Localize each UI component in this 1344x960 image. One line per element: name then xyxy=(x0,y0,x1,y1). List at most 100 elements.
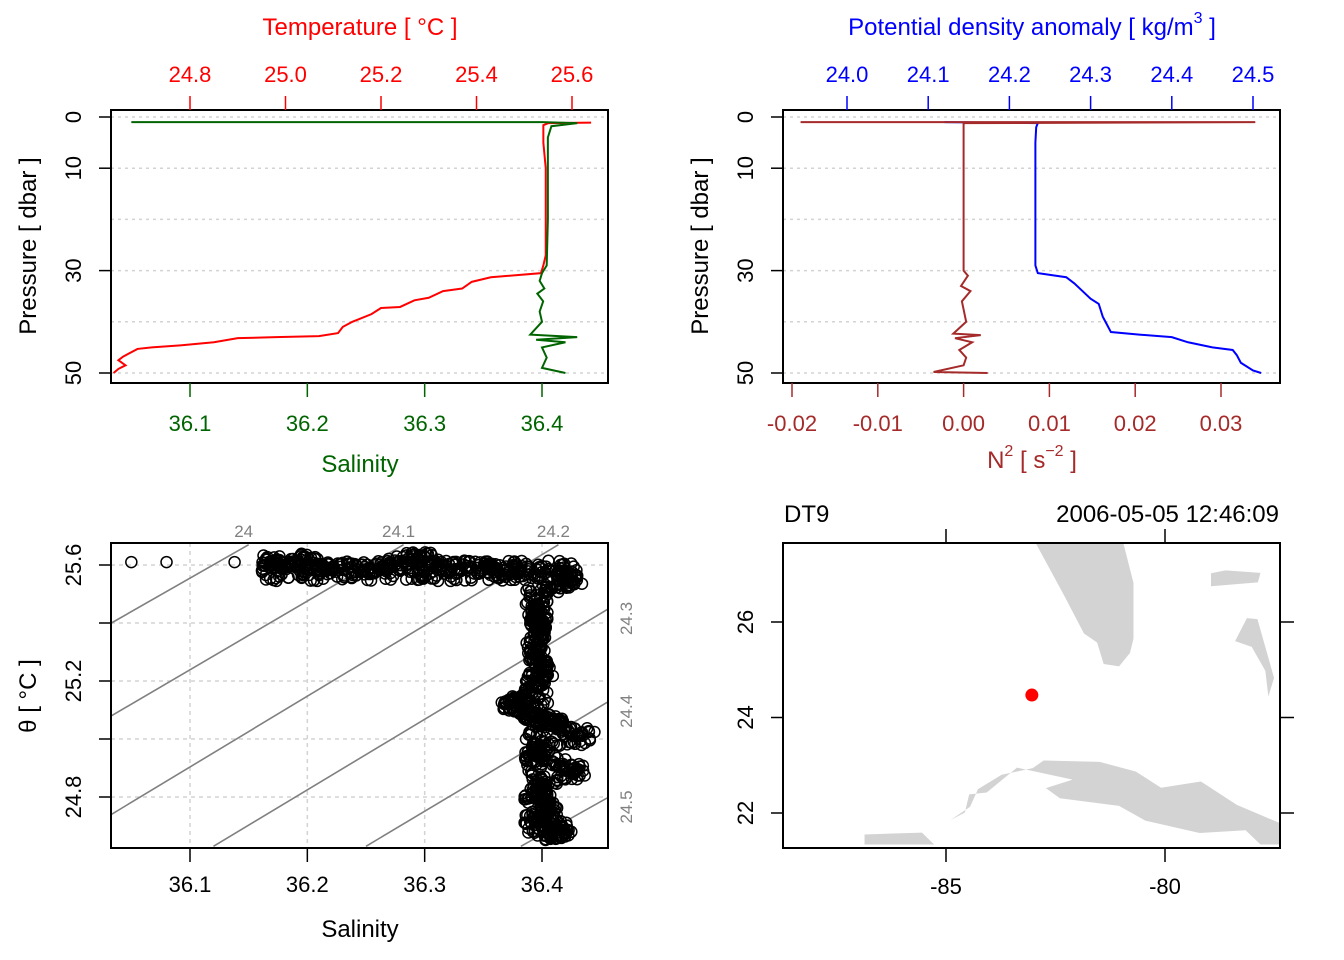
ts-points xyxy=(125,546,601,847)
station-name: DT9 xyxy=(784,501,829,528)
land-grand-bahama xyxy=(1210,570,1261,587)
ts-point xyxy=(345,570,358,584)
ts-point xyxy=(445,563,458,577)
ts-point xyxy=(534,741,548,755)
salinity-tick-label: 36.1 xyxy=(169,411,212,436)
ts-point xyxy=(299,560,313,573)
ts-point xyxy=(381,558,395,572)
y-tick-label: 30 xyxy=(61,258,86,282)
y-tick-label: 25.6 xyxy=(61,544,86,587)
y-tick-label: 26 xyxy=(733,610,758,634)
salinity-tick-label: 36.3 xyxy=(403,411,446,436)
ts-point xyxy=(533,823,546,836)
ts-point xyxy=(553,554,566,568)
temperature-tick-label: 25.0 xyxy=(264,62,307,87)
pressure-axis-title: Pressure [ dbar ] xyxy=(15,157,42,334)
temperature-tick-label: 25.2 xyxy=(360,62,403,87)
ts-point xyxy=(473,566,487,580)
salinity-tick-label: 36.4 xyxy=(521,411,564,436)
isopycnal-label: 24.2 xyxy=(537,522,570,541)
ts-point xyxy=(523,725,536,739)
ts-point xyxy=(539,731,552,744)
density-tick-label: 24.0 xyxy=(826,62,869,87)
temperature-line xyxy=(112,121,592,374)
ts-point xyxy=(520,636,533,650)
ts-point xyxy=(522,565,535,578)
ts-point xyxy=(275,568,288,581)
ts-point xyxy=(525,619,538,632)
ts-point xyxy=(576,759,590,773)
ts-point xyxy=(357,556,371,569)
density-title-sup: 3 xyxy=(1194,10,1203,27)
pressure-axis-title: Pressure [ dbar ] xyxy=(687,157,714,334)
temperature-axis-title: Temperature [ °C ] xyxy=(263,14,458,41)
ts-point xyxy=(482,573,495,587)
n2-title-text: N xyxy=(987,447,1004,474)
ts-point xyxy=(520,584,533,597)
ts-point xyxy=(569,568,582,582)
ts-point xyxy=(574,726,587,740)
ts-point xyxy=(519,597,533,611)
ts-point xyxy=(540,686,554,699)
isopycnal-label: 24.3 xyxy=(617,602,636,635)
density-n2-panel: 0 10 30 50 24.0 24.1 24.2 24.3 24.4 24.5 -0.02 -0.0… xyxy=(687,10,1281,474)
ts-profile-panel: 0 10 30 50 24.8 25.0 25.2 25.4 25.6 36.1 36.2 36.3 3… xyxy=(15,14,609,478)
station-marker xyxy=(1025,688,1039,702)
ts-point xyxy=(524,613,537,626)
isopycnal-label: 24.5 xyxy=(617,790,636,823)
ts-point xyxy=(289,555,302,569)
ts-point xyxy=(379,572,392,585)
land-cuba xyxy=(950,760,1280,845)
n2-tick-label: 0.03 xyxy=(1200,411,1243,436)
temperature-tick-label: 25.6 xyxy=(551,62,594,87)
plot-frame xyxy=(110,542,609,849)
ts-point xyxy=(534,761,548,774)
density-tick-label: 24.1 xyxy=(907,62,950,87)
ts-point xyxy=(519,753,532,766)
ts-point xyxy=(524,652,537,666)
n2-tick-label: -0.02 xyxy=(767,411,817,436)
ts-point xyxy=(529,706,542,720)
isopycnal-label: 24.1 xyxy=(382,522,415,541)
ts-point xyxy=(424,554,437,568)
isopycnal-line xyxy=(111,544,250,624)
land-abaco xyxy=(1299,574,1319,586)
ts-diagram-panel: 24 24.1 24.2 24.3 24.4 24.5 36.1 36.2 36.3 36.4 25… xyxy=(15,522,636,943)
ts-point xyxy=(396,562,409,576)
ts-point xyxy=(324,563,338,576)
grid-lines xyxy=(111,116,608,374)
ts-point xyxy=(442,557,456,571)
ts-point xyxy=(228,555,241,569)
profile-lines xyxy=(112,121,592,374)
ts-point xyxy=(539,668,552,681)
salinity-tick-label: 36.2 xyxy=(286,411,329,436)
density-axis-title: Potential density anomaly [ kg/m3 ] xyxy=(848,10,1216,41)
ts-point xyxy=(399,573,413,586)
ts-point xyxy=(331,557,345,570)
density-tick-label: 24.4 xyxy=(1150,62,1193,87)
ts-point xyxy=(535,778,548,792)
ts-point xyxy=(541,606,554,619)
ts-point xyxy=(519,675,533,688)
y-tick-label: 24 xyxy=(733,705,758,729)
ts-point xyxy=(530,653,543,667)
ts-point xyxy=(259,573,273,586)
ts-point xyxy=(462,555,475,568)
y-tick-label: 0 xyxy=(733,111,758,123)
ts-point xyxy=(550,773,564,787)
ts-point xyxy=(525,611,539,625)
ts-point xyxy=(560,738,574,751)
profile-lines xyxy=(800,121,1262,374)
salinity-axis-title: Salinity xyxy=(321,916,398,943)
density-title-text: Potential density anomaly [ kg/m xyxy=(848,14,1194,41)
n2-tick-label: 0.00 xyxy=(942,411,985,436)
ts-point xyxy=(540,580,554,593)
ts-point xyxy=(521,596,534,609)
ts-point xyxy=(283,555,297,568)
ts-point xyxy=(535,559,549,573)
ts-point xyxy=(125,555,138,569)
n2-title-mid: [ s xyxy=(1013,447,1045,474)
y-tick-label: 10 xyxy=(61,156,86,180)
ts-point xyxy=(559,729,572,743)
